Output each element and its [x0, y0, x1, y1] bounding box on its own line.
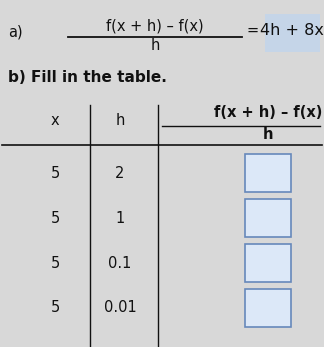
Text: f(x + h) – f(x): f(x + h) – f(x) — [106, 18, 204, 33]
Text: 5: 5 — [50, 166, 60, 180]
Text: h: h — [150, 38, 160, 53]
Text: h: h — [115, 112, 125, 127]
Text: b) Fill in the table.: b) Fill in the table. — [8, 70, 167, 85]
Text: 1: 1 — [115, 211, 125, 226]
Text: 0.01: 0.01 — [104, 301, 136, 315]
Text: x: x — [51, 112, 59, 127]
Text: 5: 5 — [50, 255, 60, 271]
Bar — [245, 289, 291, 327]
Bar — [245, 154, 291, 192]
Text: 0.1: 0.1 — [108, 255, 132, 271]
Bar — [245, 199, 291, 237]
Text: 5: 5 — [50, 301, 60, 315]
Text: 5: 5 — [50, 211, 60, 226]
Text: =: = — [247, 23, 259, 37]
Bar — [245, 244, 291, 282]
Text: a): a) — [8, 25, 23, 40]
Text: 4h + 8x: 4h + 8x — [260, 23, 324, 37]
Bar — [265, 14, 320, 52]
Text: h: h — [263, 127, 273, 142]
Text: 2: 2 — [115, 166, 125, 180]
Text: f(x + h) – f(x): f(x + h) – f(x) — [214, 105, 322, 120]
